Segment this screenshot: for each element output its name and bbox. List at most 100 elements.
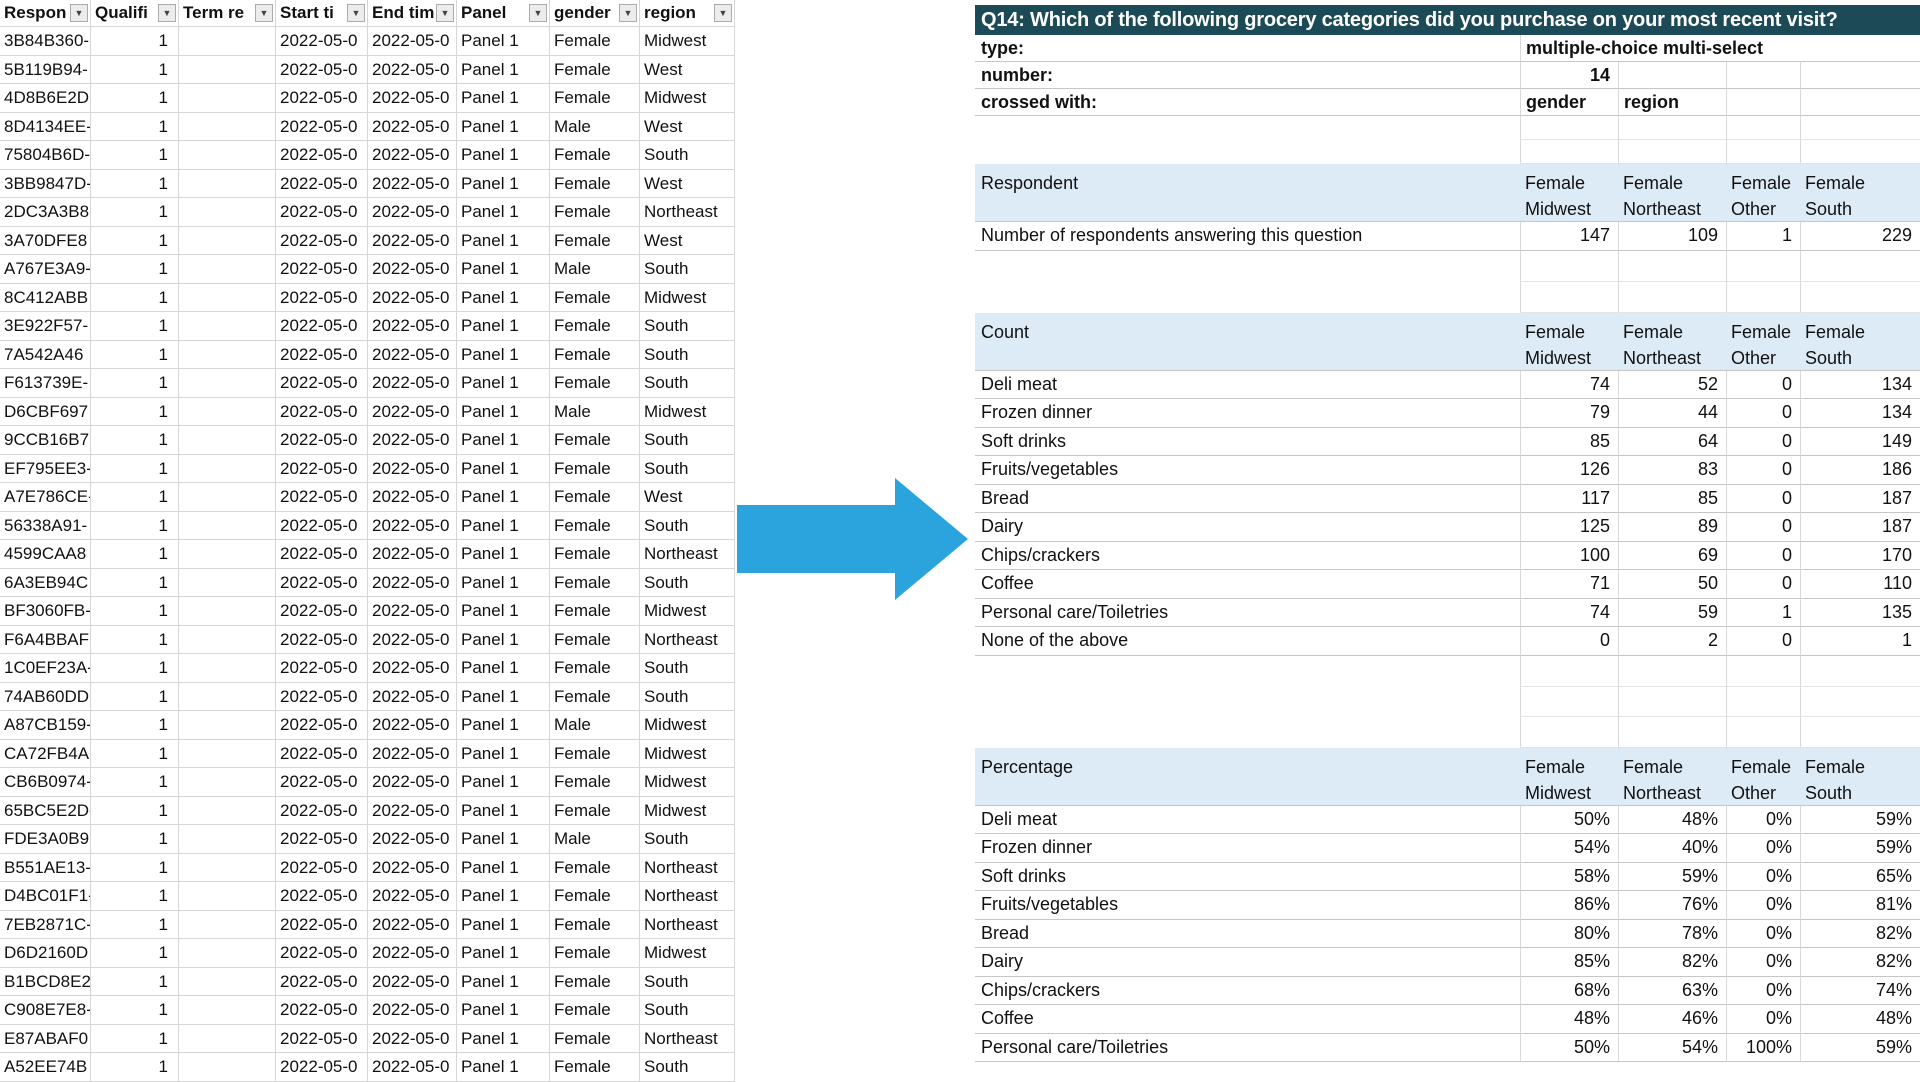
cell-start_time[interactable]: 2022-05-0 xyxy=(276,739,368,768)
value-cell[interactable]: 50% xyxy=(1520,1033,1618,1062)
cell-region[interactable]: Midwest xyxy=(640,796,735,825)
column-header-term_reason[interactable]: Term re ▼ xyxy=(179,0,276,27)
cell-end_time[interactable]: 2022-05-0 xyxy=(368,312,457,341)
value-cell[interactable]: 134 xyxy=(1800,370,1920,399)
column-header[interactable]: Female Midwest xyxy=(1520,164,1618,221)
cell-start_time[interactable]: 2022-05-0 xyxy=(276,1024,368,1053)
cell-end_time[interactable]: 2022-05-0 xyxy=(368,369,457,398)
cell-qualified[interactable]: 1 xyxy=(91,597,179,626)
value-cell[interactable]: 58% xyxy=(1520,862,1618,891)
cell-start_time[interactable]: 2022-05-0 xyxy=(276,340,368,369)
value-cell[interactable]: 78% xyxy=(1618,919,1726,948)
cell-region[interactable]: Midwest xyxy=(640,597,735,626)
spacer-cell[interactable] xyxy=(1800,250,1920,282)
value-cell[interactable]: 48% xyxy=(1618,805,1726,834)
value-cell[interactable]: 135 xyxy=(1800,598,1920,627)
cell-end_time[interactable]: 2022-05-0 xyxy=(368,283,457,312)
cell-panel[interactable]: Panel 1 xyxy=(457,568,550,597)
value-cell[interactable]: 63% xyxy=(1618,976,1726,1005)
cell-term_reason[interactable] xyxy=(179,426,276,455)
value-cell[interactable]: 0% xyxy=(1726,805,1800,834)
cell-panel[interactable]: Panel 1 xyxy=(457,84,550,113)
cell-respondent[interactable]: 3B84B360- xyxy=(0,27,91,56)
value-cell[interactable]: 79 xyxy=(1520,399,1618,428)
value-cell[interactable]: 126 xyxy=(1520,456,1618,485)
number-value[interactable]: 14 xyxy=(1520,62,1618,89)
cell-start_time[interactable]: 2022-05-0 xyxy=(276,426,368,455)
cell-start_time[interactable]: 2022-05-0 xyxy=(276,312,368,341)
cell-respondent[interactable]: D6CBF697 xyxy=(0,397,91,426)
cell-start_time[interactable]: 2022-05-0 xyxy=(276,84,368,113)
cell-region[interactable]: South xyxy=(640,340,735,369)
filter-button-start_time[interactable]: ▼ xyxy=(347,4,365,22)
cell-gender[interactable]: Female xyxy=(550,511,640,540)
value-cell[interactable]: 0% xyxy=(1726,1005,1800,1034)
value-cell[interactable]: 69 xyxy=(1618,541,1726,570)
cell-region[interactable]: West xyxy=(640,169,735,198)
cell-start_time[interactable]: 2022-05-0 xyxy=(276,483,368,512)
cell-respondent[interactable]: 3E922F57- xyxy=(0,312,91,341)
cell-region[interactable]: Midwest xyxy=(640,27,735,56)
value-cell[interactable]: 89 xyxy=(1618,513,1726,542)
row-label[interactable]: Dairy xyxy=(975,948,1520,977)
empty-cell[interactable] xyxy=(1726,62,1800,89)
cell-region[interactable]: Midwest xyxy=(640,739,735,768)
value-cell[interactable]: 0% xyxy=(1726,862,1800,891)
cell-gender[interactable]: Female xyxy=(550,283,640,312)
cell-respondent[interactable]: F613739E- xyxy=(0,369,91,398)
cell-qualified[interactable]: 1 xyxy=(91,141,179,170)
cell-panel[interactable]: Panel 1 xyxy=(457,369,550,398)
filter-button-term_reason[interactable]: ▼ xyxy=(255,4,273,22)
spacer-cell[interactable] xyxy=(1726,281,1800,313)
cell-end_time[interactable]: 2022-05-0 xyxy=(368,882,457,911)
cell-start_time[interactable]: 2022-05-0 xyxy=(276,141,368,170)
cell-respondent[interactable]: 3BB9847D- xyxy=(0,169,91,198)
cell-gender[interactable]: Female xyxy=(550,483,640,512)
cell-respondent[interactable]: A767E3A9- xyxy=(0,255,91,284)
filter-button-gender[interactable]: ▼ xyxy=(619,4,637,22)
cell-start_time[interactable]: 2022-05-0 xyxy=(276,625,368,654)
value-cell[interactable]: 81% xyxy=(1800,891,1920,920)
cell-start_time[interactable]: 2022-05-0 xyxy=(276,397,368,426)
value-cell[interactable]: 82% xyxy=(1800,948,1920,977)
cell-term_reason[interactable] xyxy=(179,340,276,369)
number-label[interactable]: number: xyxy=(975,62,1520,89)
value-cell[interactable]: 0 xyxy=(1726,627,1800,656)
value-cell[interactable]: 1 xyxy=(1800,627,1920,656)
cell-gender[interactable]: Female xyxy=(550,369,640,398)
spacer-cell[interactable] xyxy=(1800,716,1920,748)
cell-respondent[interactable]: FDE3A0B9 xyxy=(0,825,91,854)
cell-start_time[interactable]: 2022-05-0 xyxy=(276,27,368,56)
empty-cell[interactable] xyxy=(1800,89,1920,116)
cell-qualified[interactable]: 1 xyxy=(91,540,179,569)
cell-term_reason[interactable] xyxy=(179,540,276,569)
row-label[interactable]: Deli meat xyxy=(975,806,1520,834)
cell-start_time[interactable]: 2022-05-0 xyxy=(276,597,368,626)
column-header[interactable]: Female Midwest xyxy=(1520,748,1618,805)
cell-panel[interactable]: Panel 1 xyxy=(457,967,550,996)
cell-region[interactable]: South xyxy=(640,511,735,540)
cell-qualified[interactable]: 1 xyxy=(91,369,179,398)
cell-panel[interactable]: Panel 1 xyxy=(457,796,550,825)
cell-region[interactable]: Northeast xyxy=(640,853,735,882)
cell-end_time[interactable]: 2022-05-0 xyxy=(368,711,457,740)
cell-end_time[interactable]: 2022-05-0 xyxy=(368,910,457,939)
cell-respondent[interactable]: 4D8B6E2D xyxy=(0,84,91,113)
cell-start_time[interactable]: 2022-05-0 xyxy=(276,568,368,597)
row-label[interactable]: Deli meat xyxy=(975,371,1520,399)
row-label[interactable]: Frozen dinner xyxy=(975,399,1520,428)
column-header-qualified[interactable]: Qualifi ▼ xyxy=(91,0,179,27)
row-label[interactable]: Number of respondents answering this que… xyxy=(975,222,1520,251)
spacer-cell[interactable] xyxy=(1618,281,1726,313)
value-cell[interactable]: 170 xyxy=(1800,541,1920,570)
value-cell[interactable]: 54% xyxy=(1618,1033,1726,1062)
cell-qualified[interactable]: 1 xyxy=(91,967,179,996)
cell-end_time[interactable]: 2022-05-0 xyxy=(368,825,457,854)
spacer-cell[interactable] xyxy=(1520,655,1618,687)
value-cell[interactable]: 65% xyxy=(1800,862,1920,891)
value-cell[interactable]: 50% xyxy=(1520,805,1618,834)
cell-qualified[interactable]: 1 xyxy=(91,84,179,113)
value-cell[interactable]: 187 xyxy=(1800,484,1920,513)
cell-term_reason[interactable] xyxy=(179,768,276,797)
value-cell[interactable]: 0 xyxy=(1520,627,1618,656)
